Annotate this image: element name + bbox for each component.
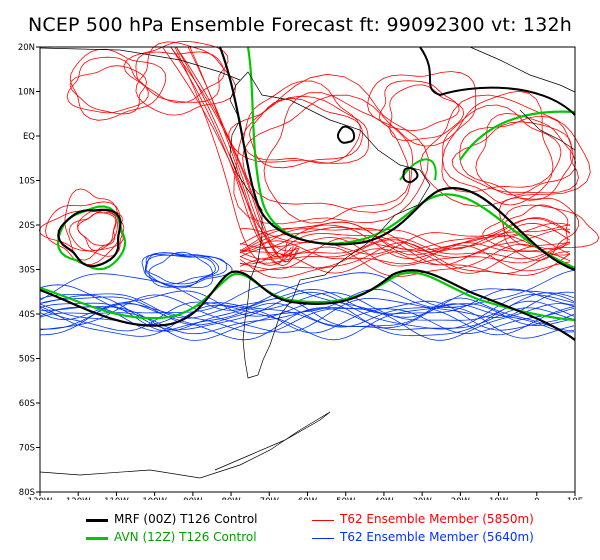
avn-small-loop [399, 158, 437, 181]
red-member-loop [249, 97, 363, 169]
map-title: NCEP 500 hPa Ensemble Forecast ft: 99092… [27, 14, 573, 36]
lat-tick-label: 20S [19, 221, 35, 231]
legend-red-swatch [312, 520, 334, 521]
lat-tick-label: EQ [23, 132, 35, 142]
legend-mrf-swatch [86, 519, 108, 522]
red-member-line [239, 248, 571, 275]
red-member-line [239, 240, 571, 265]
red-member-line [239, 234, 571, 267]
blue-member-line [39, 303, 575, 335]
red-member-loop [69, 48, 167, 121]
lon-tick-label: 0 [534, 497, 539, 500]
lat-tick-label: 70S [19, 444, 35, 454]
blue-member-line [39, 307, 575, 335]
legend-avn-swatch [86, 537, 108, 540]
blue-member-line [39, 292, 575, 326]
red-member-loop [135, 51, 225, 104]
red-member-loop [243, 80, 361, 164]
lat-tick-label: 50S [19, 355, 35, 365]
red-member-loop [45, 201, 121, 266]
lat-tick-label: 30S [19, 266, 35, 276]
mrf-small-loop [337, 125, 356, 144]
red-member-loop [69, 65, 147, 115]
red-member-tendril [174, 46, 296, 266]
red-member-loop [379, 80, 460, 131]
blue-member-line [39, 284, 575, 318]
red-member-loop [367, 71, 477, 147]
red-member-line [239, 222, 571, 253]
central-america-coastline [39, 47, 241, 81]
lon-tick-label: 20W [451, 497, 471, 500]
africa-coastline [469, 46, 576, 151]
red-member-line [239, 237, 571, 274]
red-member-tendril [162, 46, 299, 252]
legend-blue-swatch [312, 538, 334, 539]
blue-member-line [39, 291, 575, 331]
blue-member-loop [145, 252, 216, 285]
lon-tick-label: 10E [567, 497, 583, 500]
mrf-5640-line [39, 269, 576, 341]
blue-member-line [39, 300, 575, 334]
legend-red-label: T62 Ensemble Member (5850m) [340, 512, 534, 526]
legend-mrf-label: MRF (00Z) T126 Control [114, 512, 258, 526]
lon-tick-label: 110W [104, 497, 129, 500]
lon-tick-label: 50W [336, 497, 356, 500]
mrf-closed-contour [57, 208, 122, 268]
legend-blue-label: T62 Ensemble Member (5640m) [340, 530, 534, 544]
lat-tick-label: 10S [19, 177, 35, 187]
red-member-line [239, 244, 571, 274]
mrf-north-line [419, 46, 576, 116]
red-member-loop [263, 92, 411, 224]
red-member-line [239, 242, 571, 279]
lon-tick-label: 100W [142, 497, 167, 500]
blue-member-line [39, 294, 575, 336]
lon-tick-label: 60W [298, 497, 318, 500]
red-member-loop [441, 104, 562, 193]
red-member-tendril [175, 46, 288, 264]
lon-tick-label: 70W [260, 497, 280, 500]
lat-tick-label: 80S [19, 488, 35, 498]
red-member-loop [77, 212, 117, 246]
red-member-loop [502, 204, 569, 250]
lat-tick-label: 10N [18, 88, 35, 98]
legend-avn-label: AVN (12Z) T126 Control [114, 530, 257, 544]
red-member-loop [228, 95, 369, 164]
avn-east-line [459, 110, 576, 161]
blue-member-loop [145, 254, 228, 285]
red-member-line [239, 228, 571, 266]
mrf-5850-line [218, 46, 576, 272]
red-member-loop [475, 112, 577, 196]
red-member-line [239, 222, 571, 260]
ensemble-spaghetti-map: 20N 10N EQ 10S 20S 30S 40S 50S 60S 70S 80S130W 120W… [18, 40, 600, 500]
lat-tick-label: 60S [19, 399, 35, 409]
mrf-small-loop-2 [402, 167, 419, 184]
red-member-tendril [170, 46, 300, 262]
avn-5640-line [39, 271, 576, 322]
lon-tick-label: 10W [489, 497, 509, 500]
south-america-coastline [229, 71, 431, 379]
red-member-loop [482, 204, 600, 252]
lat-tick-label: 40S [19, 310, 35, 320]
lat-tick-label: 20N [18, 43, 35, 53]
lon-tick-label: 40W [374, 497, 394, 500]
red-member-loop [135, 41, 237, 116]
lon-tick-label: 30W [413, 497, 433, 500]
red-member-loop [123, 40, 229, 103]
blue-member-loop [141, 253, 220, 289]
blue-member-line [39, 288, 575, 319]
antarctica-coastline [39, 411, 331, 479]
avn-5850-line [246, 46, 576, 270]
red-member-loop [242, 94, 414, 213]
lon-tick-label: 80W [221, 497, 241, 500]
blue-member-loop [148, 251, 214, 289]
red-member-tendril [170, 46, 292, 258]
red-member-line [239, 228, 571, 256]
red-member-tendril [187, 46, 298, 256]
red-member-loop [459, 115, 574, 201]
lon-tick-label: 130W [28, 497, 53, 500]
lon-tick-label: 120W [66, 497, 91, 500]
lon-tick-label: 90W [183, 497, 203, 500]
